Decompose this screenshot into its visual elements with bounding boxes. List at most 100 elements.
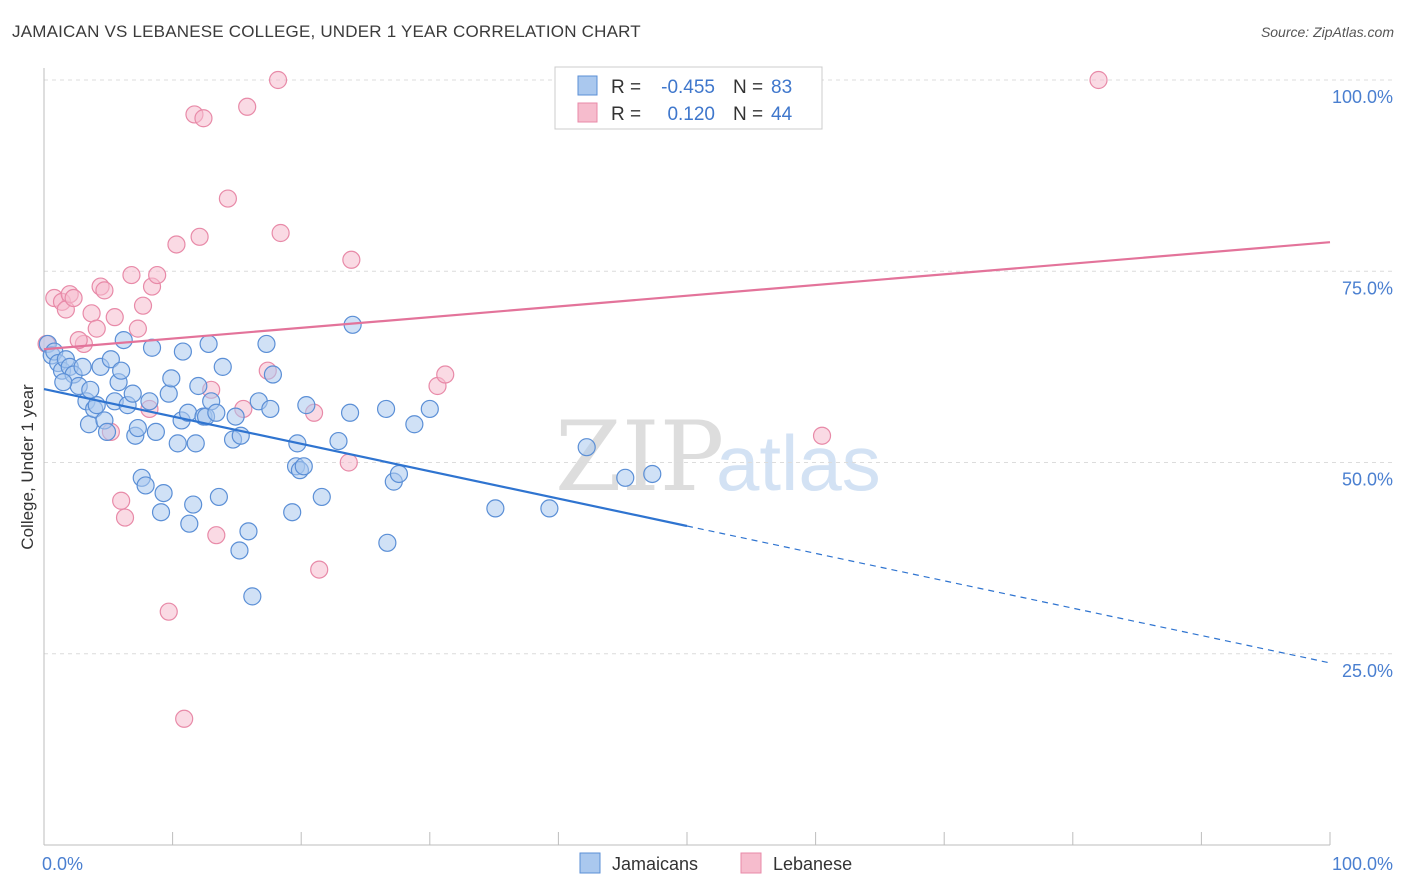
x-tick-label-max: 100.0% (1332, 854, 1393, 874)
jamaicans-point-21 (114, 331, 133, 350)
lebanese-point-12 (105, 308, 124, 327)
lebanese-point-16 (128, 319, 147, 338)
lebanese-point-14 (115, 508, 135, 527)
jamaicans-point-51 (230, 541, 249, 560)
jamaicans-point-28 (140, 392, 159, 411)
jamaicans-point-11 (79, 415, 99, 434)
lebanese-points (37, 70, 1108, 728)
lebanese-point-25 (190, 227, 209, 246)
lebanese-point-41 (812, 426, 832, 445)
y-tick-label-100: 100.0% (1332, 87, 1393, 107)
jamaicans-point-59 (283, 503, 302, 522)
jamaicans-point-54 (243, 587, 262, 606)
jamaicans-point-53 (239, 522, 258, 541)
lebanese-point-33 (268, 70, 288, 90)
jamaicans-point-32 (154, 484, 173, 503)
lebanese-point-38 (342, 250, 361, 269)
lebanese-point-21 (159, 602, 178, 621)
jamaicans-point-39 (180, 514, 199, 533)
series-legend-label-jamaicans: Jamaicans (612, 854, 698, 874)
gridlines (44, 79, 1392, 655)
jamaicans-point-74 (420, 399, 439, 419)
legend-r-value-lebanese: 0.120 (667, 104, 715, 125)
jamaicans-point-47 (209, 487, 228, 507)
lebanese-point-7 (82, 304, 101, 323)
jamaicans-point-25 (128, 418, 147, 438)
lebanese-point-31 (238, 97, 257, 116)
lebanese-point-34 (271, 223, 290, 243)
lebanese-point-15 (122, 265, 141, 285)
stats-legend: R = -0.455 N = 83 R = 0.120 N = 44 (554, 66, 823, 130)
jamaicans-point-69 (376, 399, 396, 419)
lebanese-point-10 (95, 281, 114, 300)
jamaicans-point-70 (378, 533, 397, 552)
legend-r-value-jamaicans: -0.455 (661, 77, 715, 98)
y-tick-label-50: 50.0% (1342, 470, 1393, 490)
lebanese-point-17 (133, 296, 153, 315)
jamaicans-point-56 (257, 334, 276, 354)
jamaicans-point-63 (294, 457, 313, 476)
jamaicans-point-78 (616, 468, 635, 487)
jamaicans-point-75 (486, 499, 505, 518)
legend-n-label-jamaicans: N = (733, 77, 763, 98)
chart-source: Source: ZipAtlas.com (1260, 24, 1394, 40)
y-tick-label-25: 25.0% (1342, 661, 1393, 681)
series-legend-swatch-jamaicans (579, 852, 601, 874)
jamaicans-point-82 (189, 376, 208, 396)
watermark: ZIP atlas (555, 401, 881, 513)
jamaicans-point-48 (213, 357, 232, 376)
lebanese-point-37 (339, 453, 358, 472)
jamaicans-point-81 (81, 380, 100, 399)
jamaicans-point-30 (146, 422, 165, 441)
lebanese-point-40 (436, 365, 455, 384)
jamaicans-point-76 (540, 499, 559, 518)
jamaicans-point-33 (159, 384, 178, 403)
jamaicans-point-23 (123, 384, 142, 403)
jamaicans-point-17 (101, 350, 120, 369)
jamaicans-trend-line (43, 387, 688, 528)
lebanese-point-13 (112, 491, 131, 510)
jamaicans-points (38, 315, 662, 606)
jamaicans-point-44 (199, 334, 218, 354)
lebanese-point-5 (64, 288, 83, 308)
lebanese-point-22 (167, 235, 186, 254)
legend-n-value-lebanese: 44 (771, 104, 793, 125)
x-tick-label-min: 0.0% (42, 854, 83, 874)
jamaicans-point-73 (405, 415, 424, 434)
jamaicans-point-35 (168, 434, 187, 453)
lebanese-point-26 (194, 109, 213, 128)
jamaicans-point-16 (97, 422, 117, 441)
jamaicans-point-50 (226, 407, 245, 426)
legend-r-label-lebanese: R = (611, 104, 641, 125)
lebanese-point-20 (148, 265, 167, 285)
legend-r-label-jamaicans: R = (611, 77, 641, 98)
jamaicans-point-41 (186, 434, 205, 453)
jamaicans-point-64 (297, 396, 316, 415)
legend-n-label-lebanese: N = (733, 104, 763, 125)
watermark-zip: ZIP (555, 401, 724, 513)
legend-swatch-jamaicans (577, 75, 598, 96)
legend-swatch-lebanese (577, 102, 598, 123)
legend-n-value-jamaicans: 83 (771, 77, 792, 98)
lebanese-point-36 (310, 560, 329, 579)
lebanese-point-29 (218, 189, 237, 208)
jamaicans-point-27 (136, 476, 155, 495)
jamaicans-point-40 (184, 495, 203, 514)
jamaicans-point-66 (329, 431, 348, 451)
lebanese-point-8 (87, 319, 106, 338)
series-legend-label-lebanese: Lebanese (773, 854, 852, 874)
jamaicans-point-58 (263, 365, 283, 384)
jamaicans-point-20 (112, 361, 131, 380)
jamaicans-point-34 (162, 369, 181, 388)
y-axis-label: College, Under 1 year (18, 384, 37, 550)
series-legend: Jamaicans Lebanese (579, 852, 852, 874)
lebanese-point-28 (207, 526, 226, 545)
jamaicans-point-67 (340, 403, 360, 422)
jamaicans-point-57 (261, 399, 280, 419)
jamaicans-point-9 (73, 357, 92, 376)
y-tick-label-75: 75.0% (1342, 278, 1393, 298)
lebanese-trend-line (43, 241, 1331, 351)
y-axis-tick-labels: 25.0% 50.0% 75.0% 100.0% (1332, 87, 1393, 681)
lebanese-point-23 (175, 709, 194, 728)
